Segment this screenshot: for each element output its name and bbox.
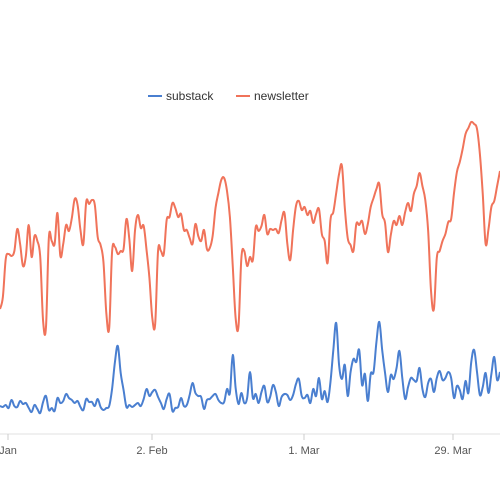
x-tick-label: 1. Mar — [288, 445, 320, 457]
legend-label-newsletter: newsletter — [254, 89, 309, 103]
x-tick-label: 2. Feb — [136, 445, 167, 457]
series-line-newsletter[interactable] — [0, 120, 500, 336]
x-tick-label: 29. Mar — [434, 445, 472, 457]
legend-item-newsletter[interactable]: newsletter — [236, 89, 309, 103]
legend-label-substack: substack — [166, 89, 214, 103]
legend-item-substack[interactable]: substack — [148, 89, 214, 103]
x-tick-label: Jan — [0, 445, 17, 457]
series-line-substack[interactable] — [0, 320, 500, 415]
x-axis-ticks: Jan 2. Feb 1. Mar 29. Mar — [0, 434, 472, 457]
series-layer — [0, 120, 500, 415]
legend: substack newsletter — [148, 89, 309, 103]
